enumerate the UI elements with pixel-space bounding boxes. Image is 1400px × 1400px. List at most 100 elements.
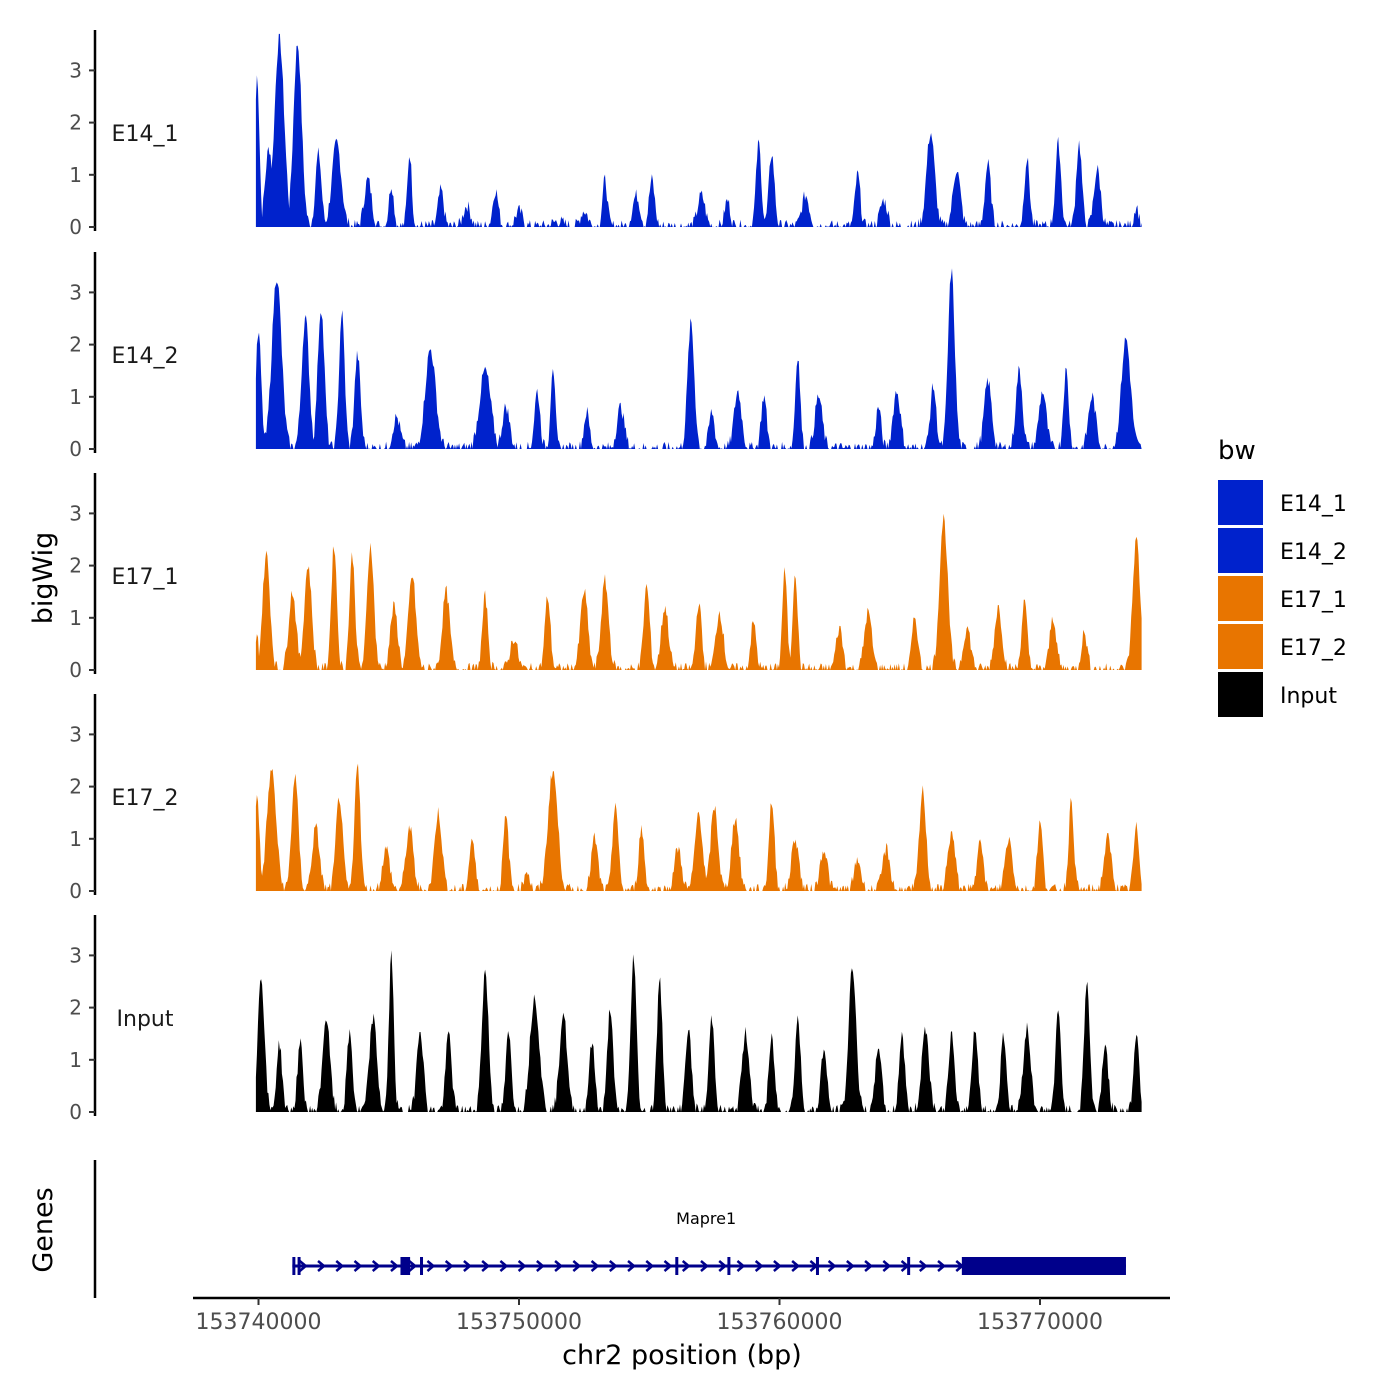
exon bbox=[400, 1257, 411, 1275]
legend-swatch bbox=[1218, 528, 1263, 573]
exon bbox=[815, 1257, 819, 1275]
signal-area-E17_1 bbox=[255, 513, 1142, 670]
strand-arrow bbox=[700, 1260, 709, 1272]
strand-arrow bbox=[317, 1260, 326, 1272]
signal-area-E14_1 bbox=[255, 33, 1142, 228]
strand-arrow bbox=[371, 1260, 381, 1272]
y-tick-label: 0 bbox=[69, 879, 82, 903]
gene-Mapre1: Mapre1 bbox=[292, 1209, 1126, 1275]
y-tick-label: 0 bbox=[69, 658, 82, 682]
x-tick-label: 153750000 bbox=[456, 1310, 582, 1335]
strand-arrow bbox=[499, 1260, 509, 1272]
strand-arrow bbox=[773, 1260, 782, 1272]
y-tick-label: 2 bbox=[69, 554, 82, 578]
strand-arrow bbox=[463, 1260, 472, 1272]
strand-arrow bbox=[590, 1260, 600, 1272]
legend-item-E14_1: E14_1 bbox=[1218, 480, 1347, 525]
y-tick-label: 2 bbox=[69, 775, 82, 799]
strand-arrow bbox=[481, 1260, 491, 1272]
y-tick-label: 0 bbox=[69, 1100, 82, 1124]
track-E17_2: 0 1 2 3 E17_2 bbox=[69, 694, 1142, 903]
strand-arrow bbox=[864, 1260, 874, 1272]
strand-arrow bbox=[517, 1260, 527, 1272]
legend-swatch bbox=[1218, 672, 1263, 717]
x-tick-label: 153760000 bbox=[717, 1310, 843, 1335]
track-label: E17_1 bbox=[112, 565, 179, 590]
y-tick-label: 1 bbox=[69, 163, 82, 187]
strand-arrow bbox=[298, 1260, 308, 1272]
y-tick-label: 1 bbox=[69, 385, 82, 409]
strand-arrow bbox=[736, 1260, 746, 1272]
gene-name-label: Mapre1 bbox=[676, 1209, 736, 1228]
legend-label: E17_1 bbox=[1280, 588, 1347, 613]
strand-arrow bbox=[681, 1260, 691, 1272]
strand-arrow bbox=[554, 1260, 564, 1272]
exon bbox=[292, 1257, 296, 1275]
legend-label: Input bbox=[1280, 684, 1337, 709]
legend-label: E14_1 bbox=[1280, 492, 1347, 517]
y-tick-label: 3 bbox=[69, 501, 82, 525]
legend-swatch bbox=[1218, 480, 1263, 525]
strand-arrow bbox=[663, 1260, 673, 1272]
y-tick-label: 0 bbox=[69, 215, 82, 239]
exon bbox=[961, 1257, 1126, 1275]
track-E14_2: 0 1 2 3 E14_2 bbox=[69, 252, 1142, 461]
x-tick-label: 153740000 bbox=[196, 1310, 322, 1335]
strand-arrow bbox=[426, 1260, 436, 1272]
bigwig-tracks: 0 1 2 3 E14_1 0 1 2 3 E14_2 0 1 2 3 E17_1 0 1 2 3 E17_2 0 1 2 3… bbox=[69, 30, 1142, 1124]
strand-arrow bbox=[937, 1260, 946, 1272]
track-label: E14_2 bbox=[112, 344, 179, 369]
x-tick-label: 153770000 bbox=[977, 1310, 1103, 1335]
strand-arrow bbox=[353, 1260, 363, 1272]
signal-area-E14_2 bbox=[255, 268, 1142, 449]
legend-item-E17_1: E17_1 bbox=[1218, 576, 1347, 621]
y-tick-label: 2 bbox=[69, 111, 82, 135]
track-label: E17_2 bbox=[112, 786, 179, 811]
strand-arrow bbox=[846, 1260, 855, 1272]
legend-item-Input: Input bbox=[1218, 672, 1337, 717]
track-E14_1: 0 1 2 3 E14_1 bbox=[69, 30, 1142, 239]
y-tick-label: 2 bbox=[69, 333, 82, 357]
exon bbox=[297, 1257, 301, 1275]
exon bbox=[420, 1257, 424, 1275]
legend-item-E14_2: E14_2 bbox=[1218, 528, 1347, 573]
legend-title: bw bbox=[1218, 436, 1256, 466]
strand-arrow bbox=[608, 1260, 618, 1272]
legend-swatch bbox=[1218, 624, 1263, 669]
exon bbox=[675, 1257, 679, 1275]
strand-arrow bbox=[645, 1260, 655, 1272]
signal-area-E17_2 bbox=[255, 763, 1142, 891]
strand-arrow bbox=[918, 1260, 928, 1272]
track-Input: 0 1 2 3 Input bbox=[69, 915, 1142, 1124]
y-tick-label: 0 bbox=[69, 437, 82, 461]
exon bbox=[907, 1257, 911, 1275]
legend-swatch bbox=[1218, 576, 1263, 621]
strand-arrow bbox=[718, 1260, 728, 1272]
strand-arrow bbox=[791, 1260, 801, 1272]
x-axis-title: chr2 position (bp) bbox=[562, 1340, 802, 1371]
y-axis-title: bigWig bbox=[28, 532, 59, 625]
y-tick-label: 1 bbox=[69, 1048, 82, 1072]
strand-arrow bbox=[572, 1260, 582, 1272]
y-tick-label: 1 bbox=[69, 827, 82, 851]
exon bbox=[727, 1257, 731, 1275]
genes-axis-title: Genes bbox=[28, 1187, 59, 1272]
track-label: E14_1 bbox=[112, 122, 179, 147]
legend-label: E14_2 bbox=[1280, 540, 1347, 565]
strand-arrow bbox=[827, 1260, 837, 1272]
legend: bw E14_1 E14_2 E17_1 E17_2 Input bbox=[1218, 436, 1347, 717]
y-tick-label: 3 bbox=[69, 943, 82, 967]
y-tick-label: 3 bbox=[69, 58, 82, 82]
signal-area-Input bbox=[255, 950, 1142, 1112]
strand-arrow bbox=[444, 1260, 454, 1272]
x-axis: 153740000 153750000 153760000 153770000 bbox=[193, 1296, 1170, 1335]
legend-label: E17_2 bbox=[1280, 636, 1347, 661]
strand-arrow bbox=[627, 1260, 636, 1272]
genes-panel: Mapre1 bbox=[93, 1160, 1126, 1298]
legend-item-E17_2: E17_2 bbox=[1218, 624, 1347, 669]
strand-arrow bbox=[408, 1260, 418, 1272]
y-tick-label: 3 bbox=[69, 280, 82, 304]
y-tick-label: 1 bbox=[69, 606, 82, 630]
y-tick-label: 3 bbox=[69, 722, 82, 746]
